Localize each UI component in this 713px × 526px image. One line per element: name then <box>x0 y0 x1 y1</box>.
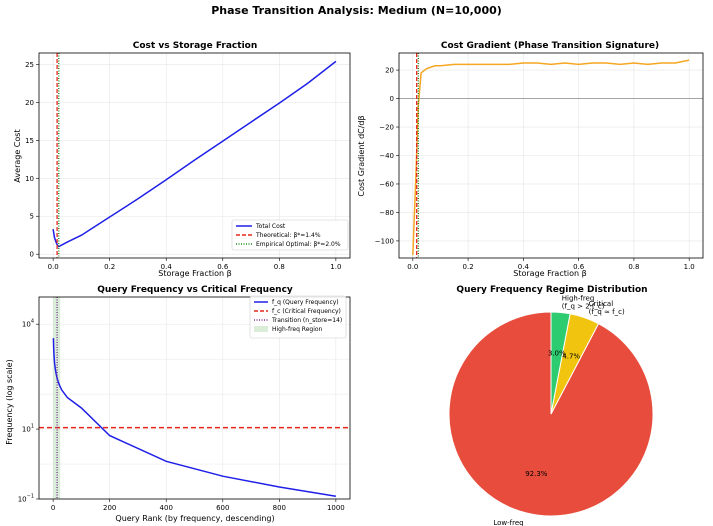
y-tick-exponent: 4 <box>31 319 34 325</box>
y-tick-exponent: 1 <box>31 424 34 430</box>
x-tick-label: 0.0 <box>48 263 59 271</box>
legend-label-fq: f_q (Query Frequency) <box>272 299 339 306</box>
y-tick-label: 101 <box>22 424 34 434</box>
panel-title: Cost vs Storage Fraction <box>133 41 258 51</box>
x-axis-label: Query Rank (by frequency, descending) <box>115 514 274 523</box>
x-tick-label: 0.4 <box>518 263 530 271</box>
legend-label-high-freq-region: High-freq Region <box>272 326 323 333</box>
y-axis-label: Cost Gradient dC/dβ <box>357 115 366 196</box>
figure-title: Phase Transition Analysis: Medium (N=10,… <box>211 4 502 17</box>
x-axis-label: Storage Fraction β <box>158 269 231 278</box>
y-tick-label: 15 <box>25 137 34 145</box>
legend-box <box>231 219 349 251</box>
x-tick-label: 600 <box>216 504 229 512</box>
y-tick-label: −60 <box>379 180 394 188</box>
y-tick-base: 10 <box>22 321 31 329</box>
plot-frame <box>38 52 351 259</box>
plot-frame <box>398 52 704 259</box>
cost-gradient-panel: Cost Gradient (Phase Transition Signatur… <box>357 41 704 278</box>
query-frequency-panel: Query Frequency vs Critical Frequency Qu… <box>5 285 351 523</box>
x-tick-label: 0.6 <box>217 263 229 271</box>
pie-pct-label: 4.7% <box>562 353 580 361</box>
y-tick-label: 0 <box>390 95 394 103</box>
y-tick-label: 20 <box>25 99 34 107</box>
y-tick-base: 10 <box>22 426 31 434</box>
regime-distribution-panel: Query Frequency Regime Distribution 92.3… <box>448 285 654 526</box>
y-tick-label: 25 <box>25 61 34 69</box>
y-axis-label: Frequency (log scale) <box>5 359 14 444</box>
x-tick-label: 400 <box>160 504 173 512</box>
pie-category-label: (f_q ≈ f_c) <box>589 308 625 316</box>
y-tick-label: 10 <box>25 175 34 183</box>
x-tick-label: 0.2 <box>104 263 115 271</box>
legend-label-total-cost: Total Cost <box>255 223 286 230</box>
y-tick-label: −80 <box>379 209 394 217</box>
fq-line <box>52 338 337 497</box>
y-tick-label: −100 <box>375 237 394 245</box>
panel-title: Query Frequency Regime Distribution <box>456 285 647 295</box>
legend: f_q (Query Frequency) f_c (Critical Freq… <box>249 295 347 339</box>
y-tick-label: −20 <box>379 124 394 132</box>
legend: Total Cost Theoretical: β*=1.4% Empirica… <box>231 219 349 251</box>
plot-area: 0.0 0.2 0.4 0.6 0.8 1.0 0 5 10 15 20 25 <box>25 52 351 271</box>
pie-pct-label: 92.3% <box>525 470 548 478</box>
y-tick-label: 104 <box>22 319 34 329</box>
x-tick-label: 0.8 <box>628 263 639 271</box>
legend-label-transition: Transition (n_store=14) <box>271 317 342 324</box>
pie-slice <box>550 311 571 415</box>
x-tick-label: 0.8 <box>274 263 285 271</box>
x-tick-label: 1000 <box>327 504 345 512</box>
y-axis-label: Average Cost <box>13 129 22 182</box>
legend-box <box>249 295 347 339</box>
panel-title: Query Frequency vs Critical Frequency <box>97 285 293 295</box>
legend-swatch-high-freq-region <box>254 326 268 332</box>
x-tick-label: 0 <box>51 504 55 512</box>
y-tick-label: 10−1 <box>18 494 34 504</box>
y-tick-label: −40 <box>379 152 394 160</box>
pie-category-label: Low-freq <box>493 519 523 526</box>
x-tick-label: 0.0 <box>407 263 418 271</box>
pie-category-label: High-freq <box>562 294 595 302</box>
x-tick-label: 0.6 <box>573 263 585 271</box>
panel-title: Cost Gradient (Phase Transition Signatur… <box>441 41 659 51</box>
pie-pct-label: 3.0% <box>548 350 566 358</box>
plot-frame <box>38 296 351 500</box>
y-tick-label: 20 <box>385 67 394 75</box>
x-tick-label: 1.0 <box>330 263 341 271</box>
pie-category-label: (f_q > 2·f_c) <box>562 302 605 310</box>
y-tick-exponent: −1 <box>27 494 34 500</box>
x-tick-label: 200 <box>103 504 116 512</box>
x-tick-label: 0.4 <box>161 263 173 271</box>
x-tick-label: 800 <box>273 504 286 512</box>
x-tick-label: 0.2 <box>463 263 474 271</box>
pie-category-label: Critical <box>589 300 614 308</box>
x-tick-label: 1.0 <box>684 263 695 271</box>
y-tick-label: 5 <box>30 213 34 221</box>
gradient-line <box>412 59 690 256</box>
y-tick-base: 10 <box>18 496 27 504</box>
legend-label-theoretical: Theoretical: β*=1.4% <box>255 232 321 239</box>
x-axis-label: Storage Fraction β <box>513 269 586 278</box>
y-tick-label: 0 <box>30 251 34 259</box>
legend-label-fc: f_c (Critical Frequency) <box>272 308 341 315</box>
total-cost-line <box>52 60 337 248</box>
legend-label-empirical: Empirical Optimal: β*=2.0% <box>256 241 341 248</box>
cost-vs-storage-panel: Cost vs Storage Fraction Storage Fractio… <box>13 41 351 278</box>
